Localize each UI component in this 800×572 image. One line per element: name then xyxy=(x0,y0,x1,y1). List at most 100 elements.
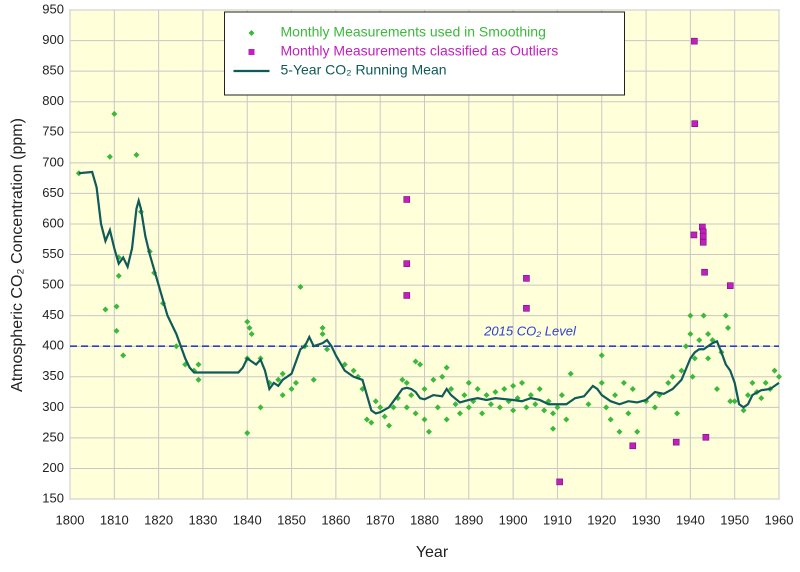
data-point xyxy=(257,404,264,411)
data-point xyxy=(439,373,446,380)
legend-label: Monthly Measurements used in Smoothing xyxy=(281,24,546,40)
data-point xyxy=(598,379,605,386)
data-point xyxy=(443,416,450,423)
x-tick-label: 1830 xyxy=(188,512,217,527)
data-point xyxy=(687,312,694,319)
data-point xyxy=(762,379,769,386)
x-tick-label: 1940 xyxy=(676,512,705,527)
data-point xyxy=(722,312,729,319)
data-point xyxy=(479,410,486,417)
x-tick-label: 1820 xyxy=(144,512,173,527)
outlier-point xyxy=(556,478,563,486)
data-point xyxy=(731,398,738,405)
data-point xyxy=(461,392,468,399)
outlier-point xyxy=(672,438,680,446)
data-point xyxy=(456,410,463,417)
data-point xyxy=(195,376,202,383)
x-tick-label: 1900 xyxy=(499,512,528,527)
data-point xyxy=(691,355,698,362)
data-point xyxy=(408,392,415,399)
data-point xyxy=(452,401,459,408)
data-point xyxy=(558,392,565,399)
data-point xyxy=(634,428,641,435)
x-tick-label: 1930 xyxy=(632,512,661,527)
data-point xyxy=(776,373,782,380)
outlier-point xyxy=(690,231,698,239)
data-point xyxy=(696,337,703,344)
data-point xyxy=(554,404,561,411)
outlier-point xyxy=(403,292,411,299)
data-point xyxy=(421,385,428,392)
data-point xyxy=(448,385,455,392)
data-point xyxy=(607,416,614,423)
data-point xyxy=(465,404,472,411)
reference-label: 2015 CO₂ Level xyxy=(483,324,577,339)
data-point xyxy=(310,376,317,383)
data-point xyxy=(771,367,778,374)
y-tick-label: 350 xyxy=(42,368,64,383)
x-tick-label: 1850 xyxy=(277,512,306,527)
outlier-point xyxy=(699,238,707,246)
data-point xyxy=(674,410,681,417)
data-point xyxy=(279,370,286,377)
data-point xyxy=(425,428,432,435)
data-point xyxy=(173,343,180,350)
y-tick-label: 250 xyxy=(42,429,64,444)
data-point xyxy=(532,401,539,408)
data-point xyxy=(381,413,388,420)
x-tick-label: 1860 xyxy=(321,512,350,527)
data-point xyxy=(368,419,375,426)
data-point xyxy=(244,318,251,325)
data-point xyxy=(421,416,428,423)
data-point xyxy=(550,410,557,417)
data-point xyxy=(246,324,253,331)
data-point xyxy=(740,407,747,414)
data-point xyxy=(399,376,406,383)
x-tick-label: 1920 xyxy=(587,512,616,527)
running-mean-line xyxy=(78,170,780,415)
data-point xyxy=(372,398,379,405)
data-point xyxy=(496,404,503,411)
data-point xyxy=(120,352,127,359)
x-tick-label: 1950 xyxy=(720,512,749,527)
data-point xyxy=(598,352,605,359)
y-tick-label: 850 xyxy=(42,63,64,78)
outlier-point xyxy=(701,268,708,276)
outlier-point xyxy=(691,37,698,45)
data-point xyxy=(417,361,424,368)
outlier-point xyxy=(523,304,530,312)
x-tick-label: 1870 xyxy=(366,512,395,527)
data-point xyxy=(749,379,756,386)
data-point xyxy=(550,425,557,432)
x-tick-label: 1810 xyxy=(100,512,129,527)
data-point xyxy=(244,429,251,436)
y-tick-label: 300 xyxy=(42,399,64,414)
outlier-point xyxy=(702,433,710,441)
x-tick-label: 1960 xyxy=(765,512,794,527)
y-tick-label: 200 xyxy=(42,460,64,475)
data-point xyxy=(518,379,525,386)
data-point xyxy=(629,385,636,392)
x-tick-label: 1880 xyxy=(410,512,439,527)
x-tick-label: 1840 xyxy=(233,512,262,527)
data-point xyxy=(115,272,122,279)
outlier-point xyxy=(403,196,411,203)
data-point xyxy=(434,404,441,411)
data-point xyxy=(603,404,610,411)
y-tick-label: 700 xyxy=(42,154,64,169)
data-point xyxy=(133,151,140,158)
data-point xyxy=(669,373,676,380)
data-point xyxy=(536,385,543,392)
y-tick-label: 600 xyxy=(42,215,64,230)
data-point xyxy=(705,330,712,337)
data-point xyxy=(350,367,357,374)
data-point xyxy=(585,401,592,408)
data-point xyxy=(501,385,508,392)
data-point xyxy=(563,416,570,423)
data-point xyxy=(651,404,658,411)
data-point xyxy=(297,283,304,290)
data-point xyxy=(412,358,419,365)
data-point xyxy=(700,312,707,319)
data-point xyxy=(758,395,765,402)
